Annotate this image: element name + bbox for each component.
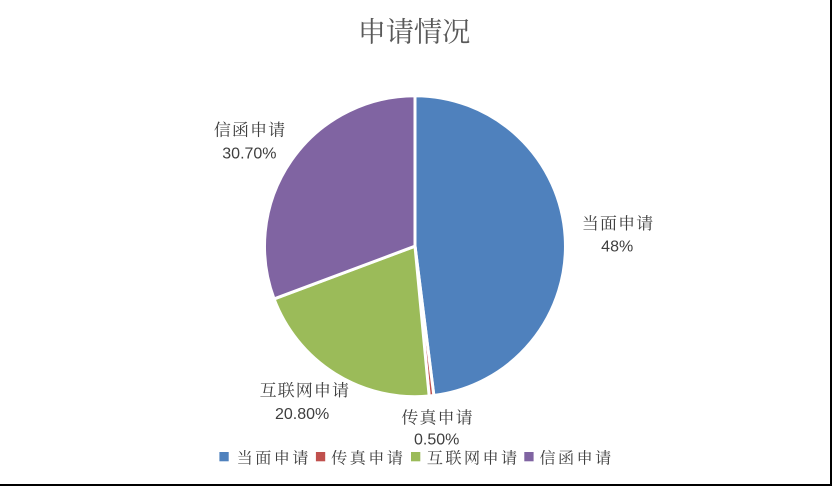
svg-text:30.70%: 30.70%	[222, 145, 276, 162]
svg-text:0.50%: 0.50%	[414, 432, 459, 449]
svg-text:48%: 48%	[601, 239, 633, 256]
svg-text:20.80%: 20.80%	[275, 406, 329, 423]
